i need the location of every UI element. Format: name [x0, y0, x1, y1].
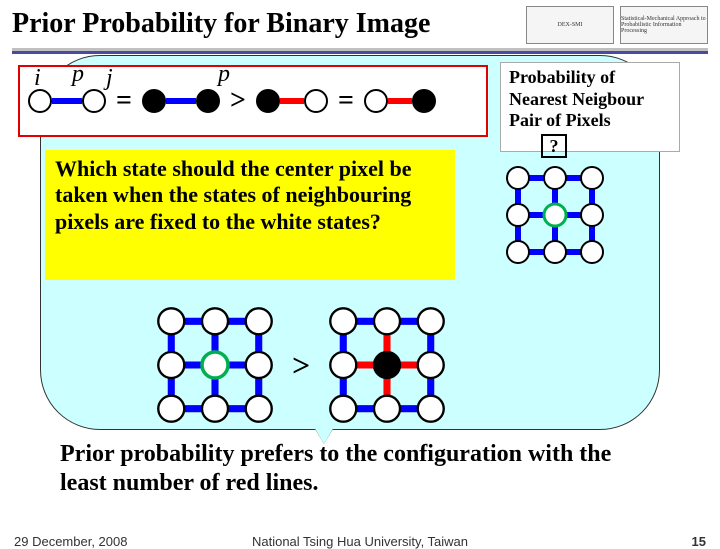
grid-top-right: [500, 160, 610, 270]
footer-page: 15: [692, 534, 706, 549]
node-black: [412, 89, 436, 113]
probability-inequality-row: i p j p = > =: [18, 65, 488, 137]
equals-sign: =: [328, 85, 364, 117]
node-black: [142, 89, 166, 113]
question-box: Which state should the center pixel be t…: [45, 150, 455, 280]
footer-venue: National Tsing Hua University, Taiwan: [0, 534, 720, 549]
edge-red: [280, 98, 304, 104]
edge-blue: [52, 98, 82, 104]
edge-red: [388, 98, 412, 104]
node-white: [364, 89, 388, 113]
index-j: j: [106, 65, 113, 92]
node-white: [28, 89, 52, 113]
edge-blue: [166, 98, 196, 104]
question-badge: ?: [541, 134, 567, 158]
node-black: [196, 89, 220, 113]
conclusion-text: Prior probability prefers to the configu…: [60, 440, 660, 498]
logo-smapip: Statistical-Mechanical Approach to Proba…: [620, 6, 708, 44]
node-white: [82, 89, 106, 113]
prob-p-left: p: [72, 61, 84, 88]
logo-dex-smi: DEX-SMI: [526, 6, 614, 44]
prob-label-line3: Pair of Pixels: [509, 110, 671, 132]
title-underline: [12, 48, 708, 54]
greater-than-sign: >: [220, 85, 256, 117]
index-i: i: [34, 65, 41, 92]
greater-than-sign: >: [292, 347, 310, 384]
prob-p-right: p: [218, 61, 230, 88]
grid-bottom-left: [150, 300, 280, 430]
grid-comparison: >: [150, 300, 452, 430]
node-black: [256, 89, 280, 113]
logo-area: DEX-SMI Statistical-Mechanical Approach …: [526, 6, 708, 44]
prob-label-line2: Nearest Neigbour: [509, 89, 671, 111]
probability-label-box: Probability of Nearest Neigbour Pair of …: [500, 62, 680, 152]
grid-bottom-right: [322, 300, 452, 430]
node-white: [304, 89, 328, 113]
prob-label-line1: Probability of: [509, 67, 671, 89]
